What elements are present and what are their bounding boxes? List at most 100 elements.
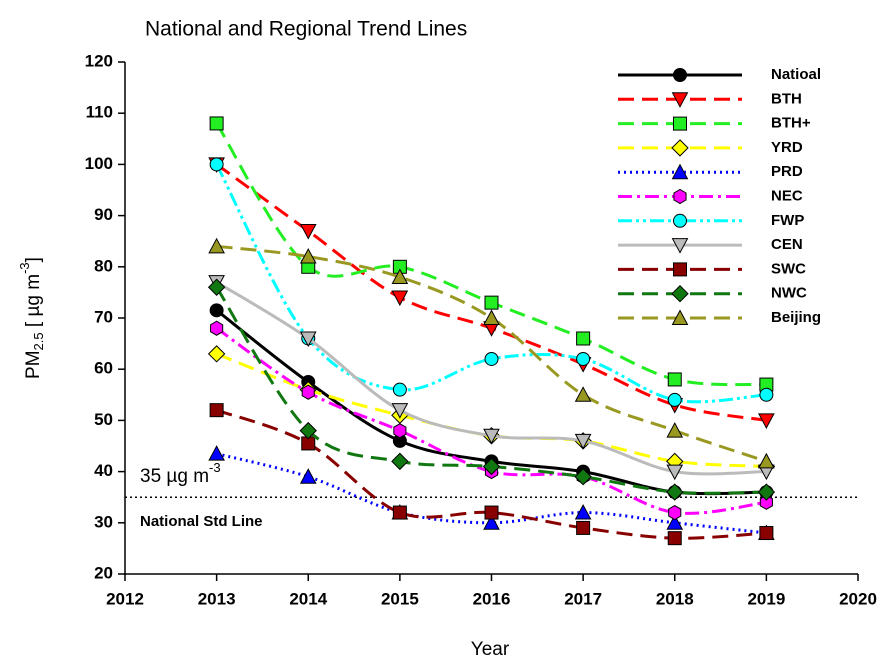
- marker: [576, 520, 591, 535]
- marker: [391, 452, 409, 471]
- legend-marker: [673, 68, 687, 82]
- reference-label-main: 35 µg m: [140, 466, 209, 487]
- y-tick-label: 70: [94, 307, 113, 326]
- legend-marker: [671, 238, 689, 254]
- y-tick-label: 20: [94, 563, 113, 582]
- legend-label: SWC: [771, 260, 806, 277]
- marker: [391, 290, 409, 307]
- marker: [759, 526, 774, 541]
- y-label-rest: [ µg m: [23, 274, 44, 332]
- marker: [483, 514, 500, 530]
- reference-note: National Std Line: [140, 513, 263, 530]
- marker: [299, 223, 317, 240]
- marker: [666, 464, 684, 481]
- y-tick-label: 80: [94, 256, 113, 275]
- y-tick-label: 120: [85, 51, 113, 70]
- y-tick-label: 30: [94, 512, 113, 531]
- marker: [483, 428, 500, 445]
- y-label-sup: -3: [17, 262, 32, 274]
- x-tick-label: 2016: [473, 589, 511, 608]
- legend-label: BTH+: [771, 115, 811, 132]
- y-tick-label: 90: [94, 205, 113, 224]
- marker: [484, 295, 499, 310]
- reference-label-sup: -3: [209, 461, 221, 476]
- marker: [209, 303, 224, 318]
- marker: [209, 403, 224, 418]
- marker: [210, 320, 224, 336]
- x-tick-label: 2015: [381, 589, 419, 608]
- marker: [759, 387, 774, 402]
- legend-marker: [673, 213, 687, 228]
- marker: [667, 392, 682, 407]
- marker: [391, 403, 409, 419]
- legend-label: Beijing: [771, 309, 821, 326]
- series-line: [215, 286, 767, 495]
- marker: [301, 384, 315, 400]
- y-tick-label: 40: [94, 461, 113, 480]
- marker: [666, 483, 684, 501]
- legend-label: BTH: [771, 90, 802, 107]
- marker: [208, 445, 225, 461]
- marker: [667, 531, 682, 546]
- marker: [574, 433, 592, 450]
- y-tick-label: 110: [86, 103, 113, 122]
- marker: [209, 116, 224, 131]
- legend-label: NEC: [771, 187, 803, 204]
- x-axis-label: Year: [471, 639, 510, 660]
- marker: [391, 268, 409, 285]
- marker: [574, 468, 592, 486]
- reference-label: 35 µg m-3: [140, 461, 221, 488]
- marker: [576, 351, 591, 366]
- marker: [758, 413, 775, 429]
- y-tick-label: 60: [94, 359, 113, 378]
- marker: [759, 494, 773, 510]
- marker: [299, 468, 317, 484]
- marker: [666, 514, 684, 530]
- legend-marker: [671, 309, 689, 325]
- marker: [667, 372, 682, 387]
- legend-label: CEN: [771, 236, 803, 253]
- marker: [393, 423, 407, 439]
- legend-marker: [671, 284, 689, 303]
- y-label-end: ]: [23, 257, 44, 262]
- marker: [299, 331, 317, 348]
- x-tick-label: 2018: [656, 589, 694, 608]
- marker: [392, 382, 407, 397]
- marker: [392, 505, 407, 520]
- marker: [209, 157, 224, 172]
- legend-marker: [673, 188, 687, 205]
- marker: [484, 505, 499, 520]
- legend-marker: [673, 116, 687, 131]
- x-tick-label: 2017: [564, 589, 602, 608]
- marker: [299, 248, 317, 264]
- legend-label: YRD: [771, 139, 803, 156]
- y-tick-label: 100: [85, 154, 113, 173]
- y-label-main: PM: [23, 350, 44, 379]
- marker: [299, 421, 317, 440]
- legend-label: PRD: [771, 163, 803, 180]
- marker: [668, 504, 682, 521]
- marker: [666, 422, 684, 438]
- x-tick-label: 2019: [747, 589, 785, 608]
- legend-marker: [673, 262, 687, 277]
- legend-label: FWP: [771, 212, 804, 229]
- series-line: [215, 163, 767, 404]
- y-label-sub: 2.5: [31, 332, 46, 350]
- y-axis-label: PM2.5 [ µg m-3]: [17, 257, 46, 379]
- x-tick-label: 2012: [106, 589, 144, 608]
- series-line: [216, 352, 767, 468]
- legend-label: Natioal: [771, 66, 821, 83]
- x-tick-label: 2020: [839, 589, 877, 608]
- marker: [758, 452, 775, 469]
- legend-marker: [671, 92, 689, 108]
- y-tick-label: 50: [94, 410, 113, 429]
- marker: [482, 457, 501, 476]
- legend-label: NWC: [771, 285, 807, 302]
- chart-title: National and Regional Trend Lines: [145, 18, 467, 41]
- marker: [574, 504, 592, 520]
- marker: [757, 483, 776, 501]
- marker: [483, 309, 500, 325]
- x-tick-label: 2014: [289, 589, 327, 608]
- legend-marker: [671, 139, 689, 157]
